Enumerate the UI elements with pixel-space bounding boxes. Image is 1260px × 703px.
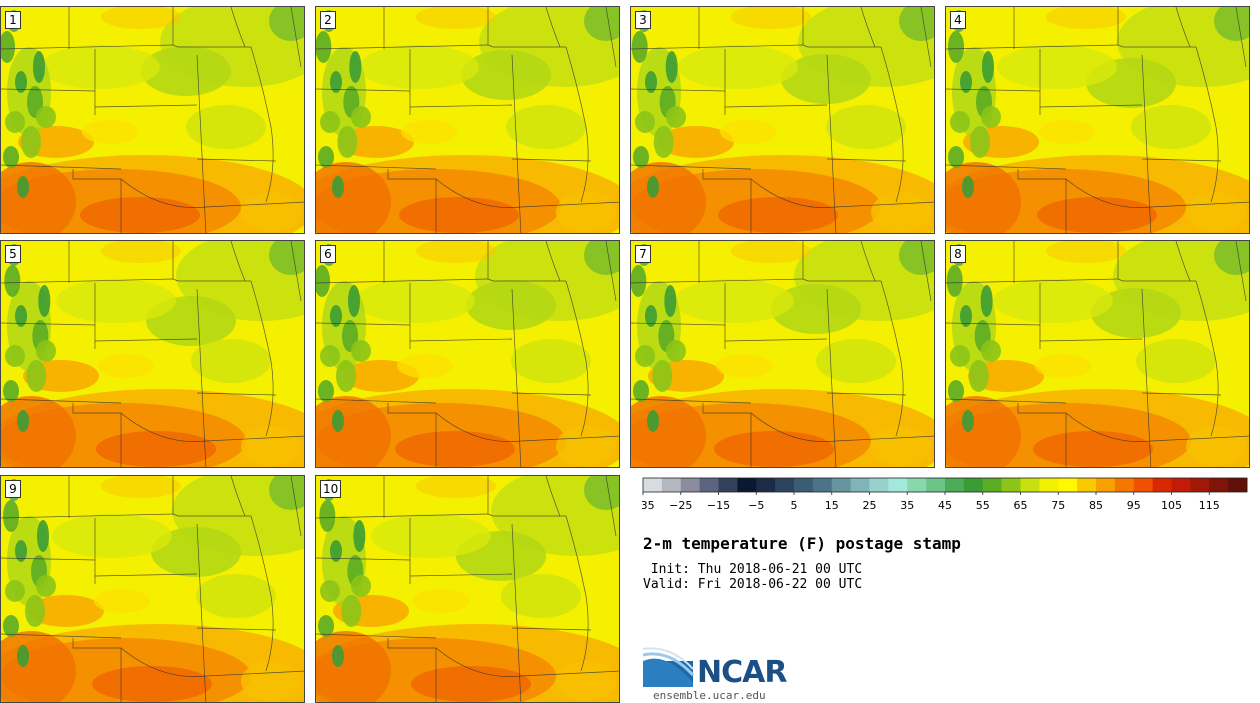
temperature-field-2 bbox=[316, 7, 619, 233]
colorbar-tick-label: 65 bbox=[1014, 499, 1028, 512]
colorbar-swatch bbox=[945, 478, 965, 492]
colorbar-swatch bbox=[1058, 478, 1078, 492]
colorbar-swatch bbox=[775, 478, 795, 492]
colorbar-swatch bbox=[831, 478, 852, 492]
init-time: Init: Thu 2018-06-21 00 UTC bbox=[643, 562, 863, 577]
temperature-field-5 bbox=[1, 241, 304, 467]
member-number-label: 8 bbox=[950, 245, 966, 263]
colorbar-tick-label: −35 bbox=[642, 499, 655, 512]
colorbar-tick-label: 95 bbox=[1127, 499, 1141, 512]
colorbar-tick-label: −25 bbox=[669, 499, 692, 512]
ncar-logo-icon bbox=[643, 647, 695, 687]
member-number-label: 6 bbox=[320, 245, 336, 263]
member-number-label: 2 bbox=[320, 11, 336, 29]
logo-url: ensemble.ucar.edu bbox=[653, 689, 766, 702]
member-number-label: 9 bbox=[5, 480, 21, 498]
temperature-field-8 bbox=[946, 241, 1249, 467]
colorbar-tick-label: 25 bbox=[863, 499, 877, 512]
colorbar-swatch bbox=[1096, 478, 1116, 492]
member-number-label: 10 bbox=[320, 480, 342, 498]
colorbar-swatch bbox=[1001, 478, 1021, 492]
colorbar-tick-label: −15 bbox=[707, 499, 730, 512]
colorbar-swatch bbox=[643, 478, 663, 492]
figure-title: 2-m temperature (F) postage stamp bbox=[643, 534, 961, 553]
colorbar-tick-label: 5 bbox=[791, 499, 798, 512]
member-number-label: 1 bbox=[5, 11, 21, 29]
colorbar-swatch bbox=[850, 478, 870, 492]
colorbar-swatch bbox=[869, 478, 889, 492]
temperature-field-9 bbox=[1, 476, 304, 702]
ensemble-member-map-8: 8 bbox=[945, 240, 1250, 468]
colorbar-swatch bbox=[1228, 478, 1248, 492]
member-number-label: 5 bbox=[5, 245, 21, 263]
ensemble-member-map-1: 1 bbox=[0, 6, 305, 234]
temperature-field-1 bbox=[1, 7, 304, 233]
colorbar-swatch bbox=[926, 478, 946, 492]
colorbar-swatch bbox=[907, 478, 927, 492]
colorbar-tick-label: 85 bbox=[1089, 499, 1103, 512]
colorbar-swatch bbox=[1020, 478, 1040, 492]
colorbar-swatch bbox=[1152, 478, 1172, 492]
temperature-colorbar: −35 −25 −15 −5 5 15 25 35 45 55 65 75 85 95 105 115 bbox=[642, 477, 1248, 512]
colorbar-swatch bbox=[756, 478, 776, 492]
member-number-label: 3 bbox=[635, 11, 651, 29]
valid-time: Valid: Fri 2018-06-22 00 UTC bbox=[643, 577, 863, 592]
colorbar-swatch bbox=[1171, 478, 1191, 492]
colorbar-tick-label: 75 bbox=[1051, 499, 1065, 512]
colorbar-tick-label: 105 bbox=[1161, 499, 1182, 512]
colorbar-swatch bbox=[737, 478, 757, 492]
colorbar-swatch bbox=[812, 478, 833, 492]
colorbar-swatch bbox=[680, 478, 701, 492]
colorbar-swatch bbox=[699, 478, 719, 492]
colorbar-swatch bbox=[794, 478, 814, 492]
colorbar-swatch bbox=[1077, 478, 1097, 492]
colorbar-swatch bbox=[1190, 478, 1210, 492]
ensemble-member-map-6: 6 bbox=[315, 240, 620, 468]
colorbar-tick-label: 15 bbox=[825, 499, 839, 512]
ensemble-member-map-9: 9 bbox=[0, 475, 305, 703]
colorbar-swatch bbox=[1114, 478, 1135, 492]
colorbar-swatch bbox=[982, 478, 1003, 492]
ensemble-member-map-2: 2 bbox=[315, 6, 620, 234]
colorbar-swatch bbox=[718, 478, 738, 492]
temperature-field-7 bbox=[631, 241, 934, 467]
temperature-field-4 bbox=[946, 7, 1249, 233]
temperature-field-3 bbox=[631, 7, 934, 233]
colorbar-tick-label: 55 bbox=[976, 499, 990, 512]
colorbar-tick-label: 35 bbox=[900, 499, 914, 512]
member-number-label: 4 bbox=[950, 11, 966, 29]
temperature-field-10 bbox=[316, 476, 619, 702]
ensemble-member-map-10: 10 bbox=[315, 475, 620, 703]
colorbar-tick-label: 115 bbox=[1199, 499, 1220, 512]
colorbar-swatch bbox=[888, 478, 908, 492]
ensemble-member-map-3: 3 bbox=[630, 6, 935, 234]
colorbar-tick-label: 45 bbox=[938, 499, 952, 512]
colorbar-tick-label: −5 bbox=[748, 499, 764, 512]
logo-wordmark: NCAR bbox=[697, 655, 787, 690]
colorbar-swatch bbox=[1133, 478, 1154, 492]
colorbar-swatch bbox=[1039, 478, 1059, 492]
temperature-field-6 bbox=[316, 241, 619, 467]
colorbar-swatch bbox=[1209, 478, 1229, 492]
member-number-label: 7 bbox=[635, 245, 651, 263]
ensemble-member-map-5: 5 bbox=[0, 240, 305, 468]
colorbar-swatch bbox=[963, 478, 984, 492]
colorbar-swatch bbox=[661, 478, 682, 492]
ensemble-member-map-7: 7 bbox=[630, 240, 935, 468]
ensemble-member-map-4: 4 bbox=[945, 6, 1250, 234]
